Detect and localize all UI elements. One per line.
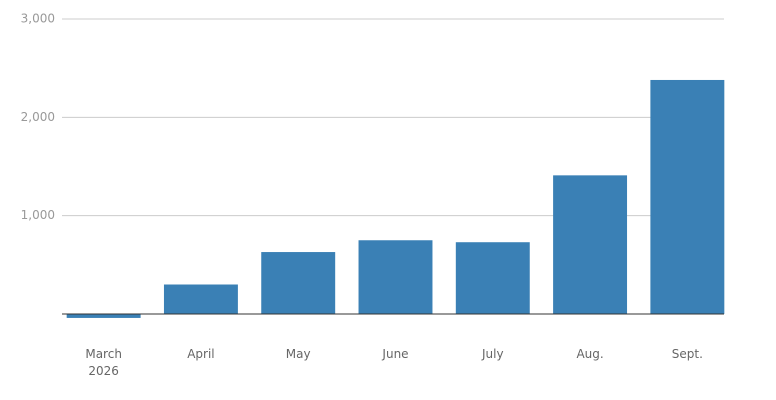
bar bbox=[358, 240, 433, 314]
y-tick-label: 2,000 bbox=[21, 110, 55, 124]
bar bbox=[163, 284, 238, 314]
x-tick-label: May bbox=[285, 347, 311, 361]
y-tick-label: 1,000 bbox=[21, 208, 55, 222]
y-tick-label: 3,000 bbox=[21, 12, 55, 26]
bar bbox=[261, 252, 336, 314]
x-tick-label: April bbox=[187, 347, 215, 361]
bar bbox=[650, 79, 725, 314]
x-tick-label: July bbox=[481, 347, 504, 361]
x-tick-label: March 2026 bbox=[85, 347, 122, 378]
x-tick-label: June bbox=[382, 347, 409, 361]
bar bbox=[553, 175, 628, 314]
bar bbox=[66, 314, 141, 318]
bar bbox=[455, 242, 530, 314]
x-tick-label: Sept. bbox=[671, 347, 703, 361]
x-tick-label: Aug. bbox=[576, 347, 604, 361]
